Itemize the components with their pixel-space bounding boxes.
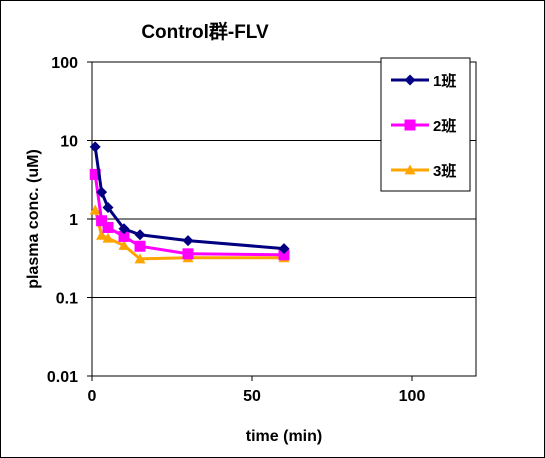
data-point-triangle	[134, 253, 146, 264]
data-point-diamond	[102, 202, 114, 214]
data-point-triangle	[102, 232, 114, 243]
legend-label: 1班	[433, 72, 456, 90]
y-axis-ticks: 0.01 0.1 1 10 100	[47, 55, 92, 386]
data-point-diamond	[96, 186, 108, 198]
x-axis-ticks: 0 50 100	[88, 376, 426, 405]
data-point-square	[134, 240, 146, 252]
data-point-diamond	[118, 223, 130, 235]
legend-item: 3班	[391, 162, 456, 180]
data-series	[89, 141, 290, 264]
data-point-diamond	[89, 141, 101, 153]
y-tick-label: 1	[69, 212, 78, 229]
data-point-triangle	[404, 164, 416, 175]
series-2	[89, 168, 290, 261]
data-point-square	[278, 249, 290, 261]
y-axis-label: plasma conc. (uM)	[25, 149, 42, 289]
data-point-square	[182, 248, 194, 260]
series-1	[89, 141, 290, 255]
data-point-triangle	[118, 239, 130, 250]
x-tick-label: 0	[88, 388, 97, 405]
data-point-square	[96, 215, 108, 227]
x-axis-label: time (min)	[246, 428, 322, 445]
data-point-square	[404, 119, 416, 131]
data-point-diamond	[134, 229, 146, 241]
data-point-triangle	[96, 229, 108, 240]
data-point-square	[118, 230, 130, 242]
x-tick-label: 100	[399, 388, 426, 405]
y-tick-label: 100	[51, 55, 78, 72]
data-point-diamond	[278, 243, 290, 255]
data-point-triangle	[89, 204, 101, 215]
legend-item: 1班	[391, 72, 456, 90]
legend: 1班 2班 3班	[380, 57, 471, 192]
data-point-square	[89, 168, 101, 180]
x-tick-label: 50	[243, 388, 261, 405]
y-tick-label: 0.01	[47, 369, 78, 386]
legend-label: 3班	[433, 162, 456, 180]
chart-title: Control群-FLV	[141, 20, 269, 43]
data-point-square	[102, 221, 114, 233]
legend-item: 2班	[391, 117, 456, 135]
legend-label: 2班	[433, 117, 456, 135]
data-point-diamond	[404, 74, 416, 86]
y-tick-label: 0.1	[56, 291, 78, 308]
y-tick-label: 10	[60, 134, 78, 151]
data-point-diamond	[182, 235, 194, 247]
